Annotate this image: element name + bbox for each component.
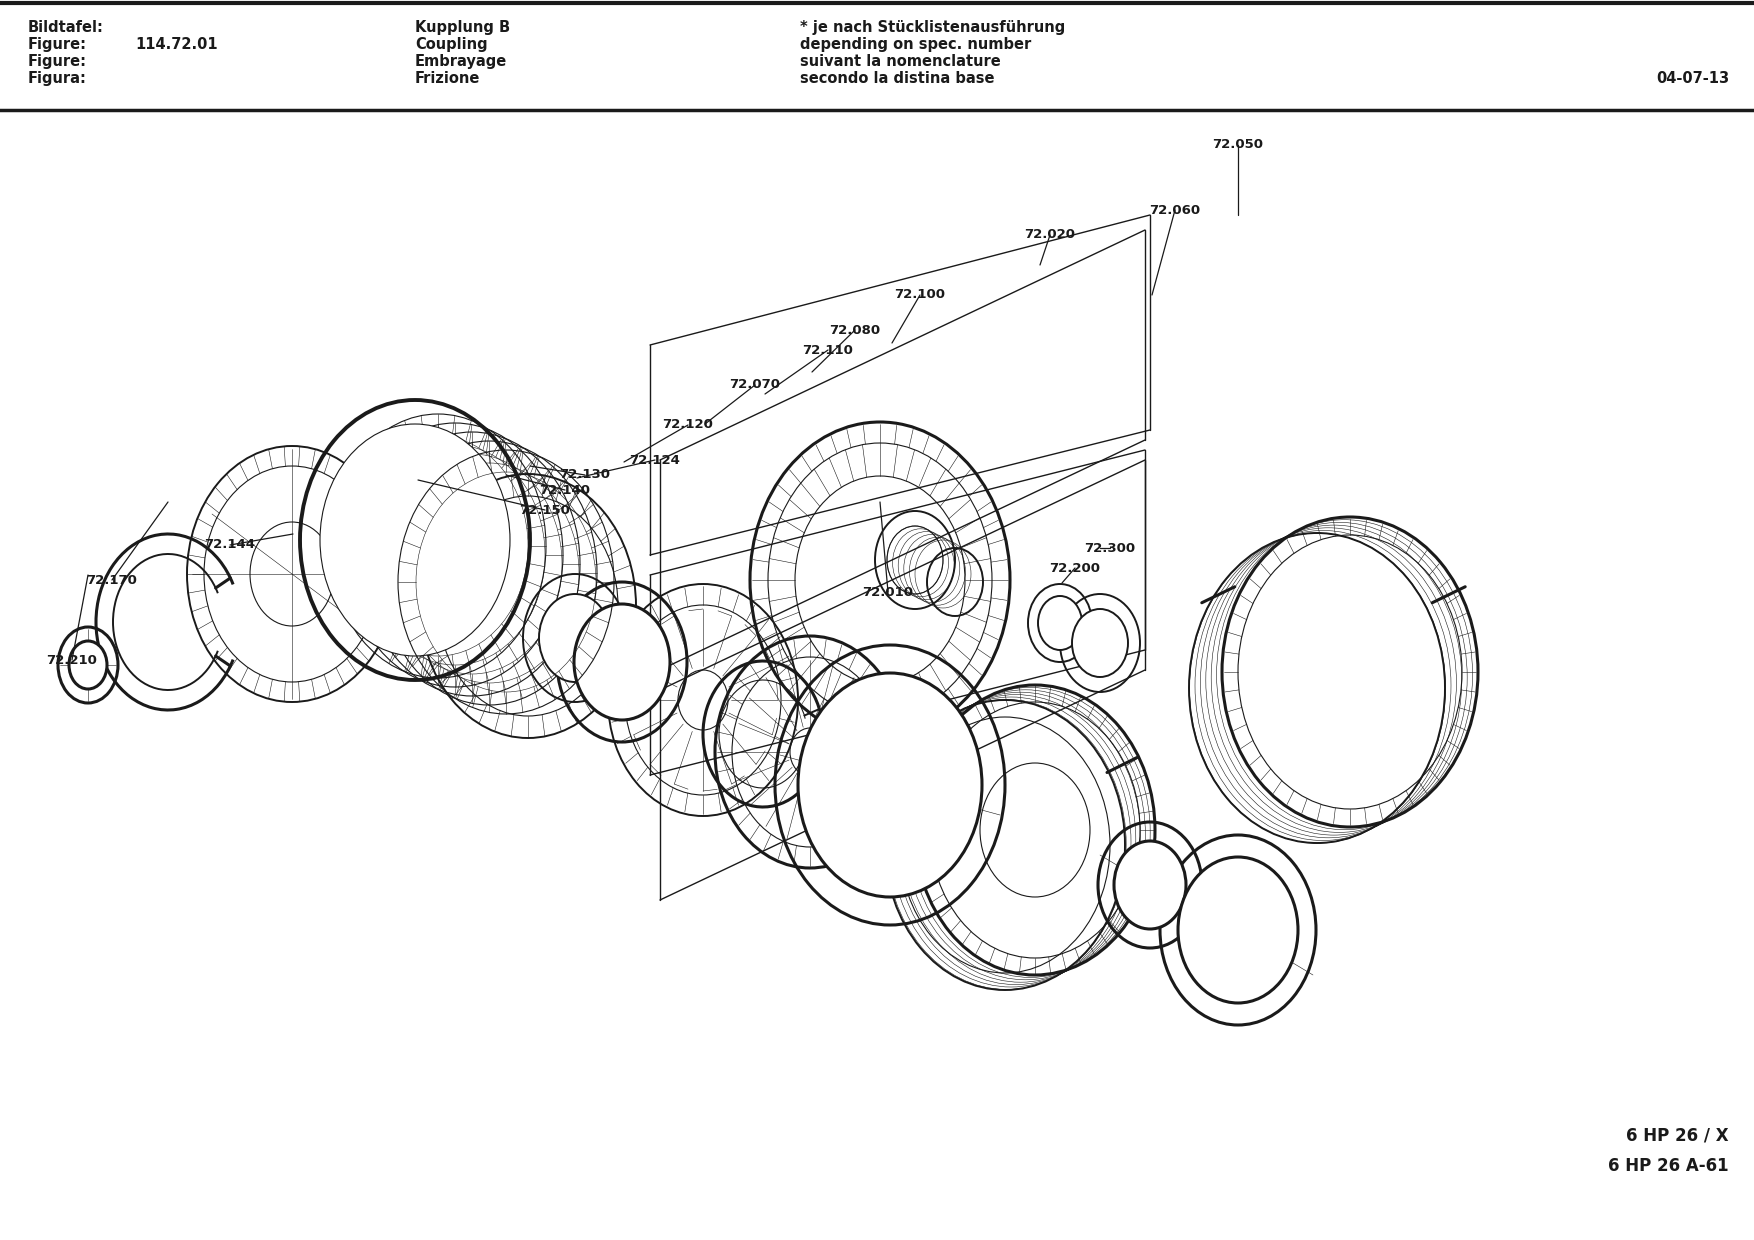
Ellipse shape xyxy=(574,604,670,720)
Text: 04-07-13: 04-07-13 xyxy=(1656,71,1729,86)
Text: depending on spec. number: depending on spec. number xyxy=(800,37,1031,52)
Text: secondo la distina base: secondo la distina base xyxy=(800,71,995,86)
Ellipse shape xyxy=(798,673,982,897)
Text: Kupplung B: Kupplung B xyxy=(416,20,510,35)
Text: 72.080: 72.080 xyxy=(830,324,881,336)
Text: 72.120: 72.120 xyxy=(663,419,714,432)
Ellipse shape xyxy=(1114,841,1186,929)
Text: Figure:: Figure: xyxy=(28,37,88,52)
Text: 6 HP 26 / X: 6 HP 26 / X xyxy=(1626,1127,1729,1145)
Ellipse shape xyxy=(319,424,510,656)
Text: Figura:: Figura: xyxy=(28,71,88,86)
Text: 72.140: 72.140 xyxy=(540,484,591,496)
Text: * je nach Stücklistenausführung: * je nach Stücklistenausführung xyxy=(800,20,1065,35)
Text: 72.010: 72.010 xyxy=(863,585,914,599)
Text: 114.72.01: 114.72.01 xyxy=(135,37,217,52)
Text: Figure:: Figure: xyxy=(28,55,88,69)
Text: 72.144: 72.144 xyxy=(205,538,256,552)
Text: 72.170: 72.170 xyxy=(86,573,137,587)
Text: 72.020: 72.020 xyxy=(1024,228,1075,242)
Text: 72.200: 72.200 xyxy=(1049,562,1100,574)
Text: 72.110: 72.110 xyxy=(803,343,854,357)
Text: 72.300: 72.300 xyxy=(1084,542,1135,554)
Text: 72.070: 72.070 xyxy=(730,378,781,392)
Ellipse shape xyxy=(1072,609,1128,677)
Text: 72.130: 72.130 xyxy=(560,469,610,481)
Text: Embrayage: Embrayage xyxy=(416,55,507,69)
Text: 72.050: 72.050 xyxy=(1212,139,1263,151)
Text: 72.210: 72.210 xyxy=(47,653,98,667)
Text: Frizione: Frizione xyxy=(416,71,481,86)
Text: 72.100: 72.100 xyxy=(895,289,945,301)
Text: 6 HP 26 A-61: 6 HP 26 A-61 xyxy=(1608,1157,1729,1176)
Ellipse shape xyxy=(1179,857,1298,1003)
Text: 72.124: 72.124 xyxy=(630,454,681,466)
Text: 72.060: 72.060 xyxy=(1149,203,1200,217)
Text: 72.150: 72.150 xyxy=(519,503,570,517)
Ellipse shape xyxy=(538,594,610,682)
Ellipse shape xyxy=(1038,596,1082,650)
Ellipse shape xyxy=(68,641,107,689)
Text: suivant la nomenclature: suivant la nomenclature xyxy=(800,55,1002,69)
Text: Bildtafel:: Bildtafel: xyxy=(28,20,103,35)
Text: Coupling: Coupling xyxy=(416,37,488,52)
